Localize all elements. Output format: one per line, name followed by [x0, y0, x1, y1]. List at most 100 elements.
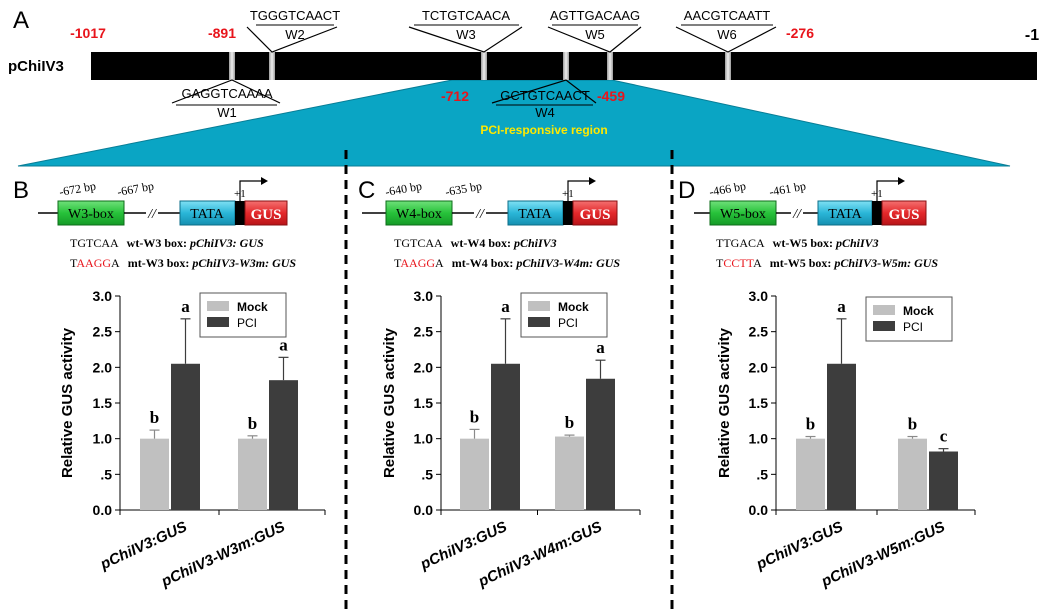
region-label: PCI-responsive region — [480, 123, 607, 137]
w5-seq: AGTTGACAAG — [550, 8, 640, 23]
panel-letter-a: A — [13, 7, 29, 34]
w6-seq: AACGTCAATT — [684, 8, 770, 23]
position-label: -1 — [1025, 27, 1039, 44]
mt-label: mt-W5 box: — [770, 256, 835, 270]
w4-name: W4 — [535, 105, 555, 120]
y-axis-label: Relative GUS activity — [716, 327, 733, 478]
wbox-end-pos: -667 bp — [116, 179, 155, 199]
wt-label: wt-W5 box: — [773, 236, 836, 250]
w6-name: W6 — [717, 27, 737, 42]
mt-line: TCCTTA mt-W5 box: pChiIV3-W5m: GUS — [716, 256, 938, 270]
legend-label: PCI — [903, 320, 923, 334]
legend-label: Mock — [558, 300, 589, 314]
y-tick-label: .5 — [421, 466, 433, 482]
legend: Mock PCI — [199, 292, 287, 338]
bar-pci — [491, 363, 520, 510]
legend-label: Mock — [237, 300, 268, 314]
legend-swatch — [528, 301, 550, 311]
tss-element — [235, 201, 245, 225]
w4-callout: GCTGTCAACT W4 — [491, 79, 597, 120]
w1-marker — [229, 52, 235, 80]
mt-seq-tail: A — [753, 256, 762, 270]
gus-label: GUS — [251, 207, 282, 223]
legend-swatch — [207, 317, 229, 327]
break-gap — [474, 206, 486, 218]
mt-line: TAAGGA mt-W3 box: pChiIV3-W3m: GUS — [70, 256, 296, 270]
promoter-label: pChiIV3 — [8, 58, 64, 75]
y-tick-label: 3.0 — [749, 288, 769, 304]
y-tick-label: 1.5 — [749, 395, 769, 411]
panel-letter: C — [358, 177, 375, 204]
w3-seq: TCTGTCAACA — [422, 8, 510, 23]
tss-arrow — [239, 180, 263, 201]
tss-arrowhead — [898, 177, 905, 185]
legend-swatch — [528, 317, 550, 327]
w3-callout: TCTGTCAACA W3 — [408, 8, 523, 53]
y-tick-label: .5 — [100, 466, 112, 482]
mt-seq-head: T — [716, 256, 724, 270]
w5-marker — [607, 52, 613, 80]
y-tick-label: 1.5 — [93, 395, 113, 411]
wt-label: wt-W4 box: — [451, 236, 514, 250]
y-tick-label: 2.5 — [93, 324, 113, 340]
legend-label: PCI — [237, 316, 257, 330]
wbox-label: W4-box — [396, 207, 442, 222]
position-label: -1017 — [70, 25, 106, 41]
mt-seq-mut: AAGG — [76, 256, 111, 270]
y-tick-label: 0.0 — [414, 502, 434, 518]
wt-line: TTGACA wt-W5 box: pChiIV3 — [716, 236, 879, 250]
bar-mock — [555, 436, 584, 510]
w5-name: W5 — [585, 27, 605, 42]
x-category-label: pChiIV3:GUS — [753, 518, 846, 573]
position-label: -891 — [208, 25, 236, 41]
wbox-end-pos: -635 bp — [444, 179, 483, 199]
significance-letter: a — [279, 335, 288, 354]
mt-label: mt-W3 box: — [128, 256, 193, 270]
position-label: -459 — [597, 88, 625, 104]
significance-letter: a — [181, 297, 190, 316]
y-tick-label: 3.0 — [93, 288, 113, 304]
y-tick-label: 1.5 — [414, 395, 434, 411]
w2-name: W2 — [285, 27, 305, 42]
tata-label: TATA — [828, 207, 862, 222]
w1-name: W1 — [217, 105, 237, 120]
mt-label: mt-W4 box: — [452, 256, 517, 270]
y-tick-label: 1.0 — [414, 431, 434, 447]
gus-element — [244, 200, 288, 226]
bar-chart-d: 0.0 .5 1.0 1.5 2.0 2.5 3.0 Relative GUS activit… — [716, 288, 976, 591]
tss-arrow — [876, 180, 900, 201]
y-tick-label: 2.0 — [414, 359, 434, 375]
legend-label: Mock — [903, 304, 934, 318]
tata-label: TATA — [518, 207, 552, 222]
break-mark: // — [147, 207, 157, 222]
y-tick-label: 1.0 — [93, 431, 113, 447]
wt-line: TGTCAA wt-W4 box: pChiIV3 — [394, 236, 557, 250]
gus-element — [881, 200, 927, 226]
y-axis-label: Relative GUS activity — [59, 327, 76, 478]
mt-construct: pChiIV3-W3m: GUS — [191, 256, 296, 270]
position-label: -712 — [441, 88, 469, 104]
w3-name: W3 — [456, 27, 476, 42]
significance-letter: a — [596, 338, 605, 357]
bar-chart-c: 0.0 .5 1.0 1.5 2.0 2.5 3.0 Relative GUS activit… — [381, 288, 641, 591]
wbox-start-pos: -466 bp — [708, 179, 747, 199]
wt-seq: TTGACA — [716, 236, 765, 250]
significance-letter: b — [470, 407, 479, 426]
gus-label: GUS — [580, 207, 611, 223]
y-tick-label: .5 — [756, 466, 768, 482]
panel-letter: B — [13, 177, 29, 204]
y-tick-label: 0.0 — [749, 502, 769, 518]
panel-a: A pChiIV3 PCI-responsive region -1017 -8… — [8, 7, 1039, 167]
legend-box — [520, 292, 608, 338]
x-category-label: pChiIV3:GUS — [97, 518, 190, 573]
significance-letter: b — [806, 415, 815, 434]
mt-seq-mut: AAGG — [400, 256, 435, 270]
legend: Mock PCI — [520, 292, 608, 338]
y-tick-label: 2.0 — [93, 359, 113, 375]
significance-letter: a — [501, 297, 510, 316]
significance-letter: b — [150, 408, 159, 427]
tss-label: +1 — [234, 188, 246, 200]
bar-pci — [827, 363, 856, 510]
gus-label: GUS — [889, 207, 920, 223]
